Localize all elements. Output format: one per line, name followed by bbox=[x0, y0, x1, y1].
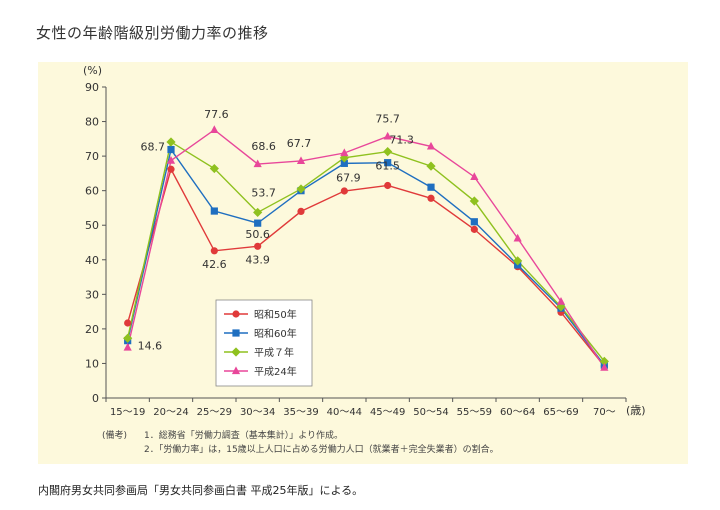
x-tick-label: 15～19 bbox=[110, 407, 145, 418]
data-point bbox=[296, 184, 306, 194]
data-point bbox=[556, 296, 566, 305]
data-label: 14.6 bbox=[138, 340, 163, 353]
data-label: 71.3 bbox=[389, 134, 414, 147]
data-point bbox=[210, 247, 218, 255]
data-point bbox=[254, 242, 262, 250]
series-line bbox=[126, 128, 605, 368]
x-tick-label: 25～29 bbox=[197, 407, 232, 418]
x-tick-label: 65～69 bbox=[543, 407, 578, 418]
note-line-2: 2．「労働力率」は，15歳以上人口に占める労働力人口（就業者＋完全失業者）の割合… bbox=[144, 443, 499, 455]
series-layer bbox=[123, 125, 609, 371]
data-point bbox=[513, 233, 522, 242]
data-point bbox=[123, 342, 132, 351]
series-line bbox=[126, 147, 605, 366]
y-tick-label: 90 bbox=[85, 81, 99, 94]
x-tick-label: 50～54 bbox=[413, 407, 448, 418]
page-title: 女性の年齢階級別労働力率の推移 bbox=[36, 24, 269, 42]
data-label: 43.9 bbox=[245, 253, 270, 266]
notes-label: (備考) bbox=[102, 429, 127, 441]
data-point bbox=[232, 329, 240, 337]
y-tick-label: 0 bbox=[92, 392, 99, 405]
y-tick-label: 60 bbox=[85, 185, 99, 198]
y-tick-label: 40 bbox=[85, 254, 99, 267]
x-tick-label: 55～59 bbox=[457, 407, 492, 418]
data-point bbox=[231, 347, 241, 357]
data-label: 50.6 bbox=[245, 228, 270, 241]
note-line-1: 1．総務省「労働力調査（基本集計）」より作成。 bbox=[144, 429, 343, 441]
data-point bbox=[599, 356, 609, 366]
data-point bbox=[296, 156, 306, 165]
data-point bbox=[340, 159, 348, 167]
data-point bbox=[124, 319, 132, 327]
data-point bbox=[340, 148, 349, 157]
data-point bbox=[254, 219, 262, 227]
data-point bbox=[470, 172, 479, 180]
data-label: 67.7 bbox=[287, 137, 312, 150]
y-tick-label: 50 bbox=[85, 219, 99, 232]
legend-entry: 昭和50年 bbox=[254, 308, 297, 321]
data-point bbox=[427, 183, 435, 191]
data-point bbox=[340, 187, 348, 195]
data-point bbox=[297, 207, 305, 215]
data-point bbox=[426, 161, 436, 171]
data-label: 68.6 bbox=[251, 140, 276, 153]
data-point bbox=[167, 165, 175, 173]
legend-entry: 平成24年 bbox=[254, 365, 297, 378]
data-label: 77.6 bbox=[204, 108, 229, 121]
x-tick-label: 30～34 bbox=[240, 407, 275, 418]
series-line bbox=[126, 167, 605, 367]
y-tick-label: 10 bbox=[85, 357, 99, 370]
data-point bbox=[209, 163, 219, 174]
data-point bbox=[167, 145, 175, 154]
x-tick-label: 60～64 bbox=[500, 407, 535, 418]
data-point bbox=[384, 159, 392, 167]
data-point bbox=[210, 207, 218, 215]
x-tick-label: 20～24 bbox=[153, 407, 188, 418]
data-label: 53.7 bbox=[251, 186, 276, 199]
chart-panel bbox=[38, 62, 688, 464]
x-tick-label: 40～44 bbox=[327, 407, 362, 418]
data-point bbox=[470, 225, 478, 233]
data-point bbox=[232, 310, 240, 318]
data-point bbox=[123, 333, 133, 343]
data-point bbox=[383, 147, 393, 157]
x-axis-unit: (歳) bbox=[626, 404, 646, 417]
data-point bbox=[427, 194, 435, 202]
data-label: 68.7 bbox=[141, 141, 166, 154]
data-label: 75.7 bbox=[375, 112, 400, 125]
y-tick-label: 20 bbox=[85, 323, 99, 336]
data-point bbox=[470, 218, 478, 226]
data-point bbox=[384, 181, 392, 190]
source-note: 内閣府男女共同参画局「男女共同参画白書 平成25年版」による。 bbox=[38, 484, 364, 497]
legend-entry: 昭和60年 bbox=[254, 327, 297, 340]
y-tick-label: 80 bbox=[85, 116, 99, 129]
legend-entry: 平成７年 bbox=[254, 346, 294, 359]
x-tick-label: 70～ bbox=[593, 407, 616, 418]
series-line bbox=[126, 140, 605, 362]
data-point bbox=[210, 125, 219, 133]
data-label: 42.6 bbox=[202, 258, 227, 271]
data-label: 67.9 bbox=[336, 171, 361, 184]
y-tick-label: 30 bbox=[85, 288, 99, 301]
data-point bbox=[383, 131, 392, 140]
data-point bbox=[600, 362, 609, 371]
x-tick-label: 35～39 bbox=[283, 407, 318, 418]
data-point bbox=[469, 196, 479, 206]
data-labels: 14.6 68.7 77.6 68.6 67.7 75.7 53.7 71.3 50.6 67.9… bbox=[138, 108, 414, 353]
data-point bbox=[166, 156, 176, 164]
data-point bbox=[253, 159, 262, 168]
data-point bbox=[166, 137, 176, 147]
data-label: 61.5 bbox=[375, 159, 400, 172]
y-axis-unit: (%) bbox=[83, 64, 102, 77]
y-tick-label: 70 bbox=[85, 150, 99, 163]
data-point bbox=[231, 366, 241, 375]
x-tick-label: 45～49 bbox=[370, 407, 405, 418]
data-point bbox=[426, 141, 436, 150]
line-chart: (%) (歳) 0 10 20 30 40 50 60 70 80 90 15～19 20～24 25～… bbox=[83, 64, 646, 455]
axes: 0 10 20 30 40 50 60 70 80 90 15～19 20～24 25～29 30～34 3… bbox=[85, 81, 627, 418]
data-point bbox=[513, 256, 523, 266]
